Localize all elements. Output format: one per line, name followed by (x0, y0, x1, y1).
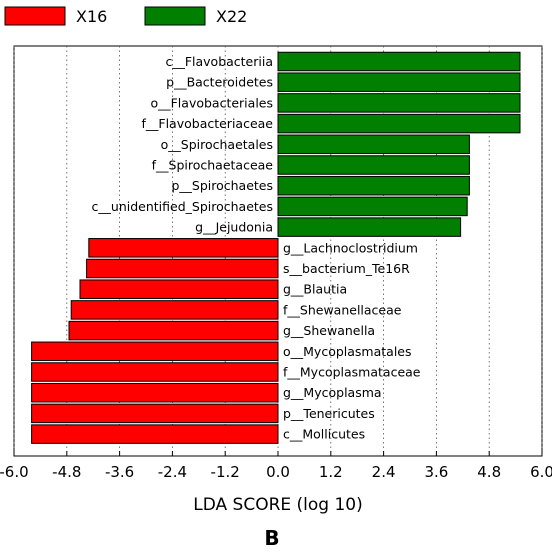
bar-label: o__Spirochaetales (161, 137, 273, 152)
panel-label: B (264, 526, 279, 550)
bar-label: o__Flavobacteriales (150, 95, 273, 110)
bar-label: c__Flavobacteriia (165, 54, 273, 69)
x-tick-label: 0.0 (266, 463, 290, 481)
legend-label-x22: X22 (216, 7, 247, 26)
x-axis-ticks: -6.0 -4.8 -3.6 -2.4 -1.2 0.0 1.2 2.4 3.6 4.8 6.0 (0, 451, 552, 481)
legend-swatch-x16 (4, 6, 66, 26)
bar-x16 (31, 424, 279, 444)
bar-label: s__bacterium_Te16R (283, 261, 410, 276)
bar-x16 (31, 362, 279, 382)
legend: X16 X22 (4, 6, 247, 26)
bar-label: c__Mollicutes (283, 427, 365, 442)
bar-x16 (31, 341, 279, 362)
bar-x22 (277, 217, 462, 237)
bar-label: p__Bacteroidetes (166, 75, 273, 90)
bar-x22 (277, 175, 470, 196)
bar-x22 (277, 72, 521, 92)
bar-label: g__Shewanella (283, 323, 375, 338)
x-tick-label: 6.0 (530, 463, 552, 481)
bar-x22 (277, 93, 521, 113)
x-tick-label: -4.8 (52, 463, 81, 481)
x-tick-label: -6.0 (0, 463, 29, 481)
x-tick-label: 3.6 (424, 463, 448, 481)
bar-label: g__Lachnoclostridium (283, 240, 418, 255)
bar-label: g__Jejudonia (195, 220, 273, 235)
legend-swatch-x22 (144, 6, 206, 26)
bar-label: p__Spirochaetes (171, 178, 273, 193)
bars (31, 51, 521, 444)
bar-x22 (277, 196, 468, 217)
bar-label: c__unidentified_Spirochaetes (92, 199, 273, 214)
x-tick-label: -3.6 (105, 463, 134, 481)
bar-x16 (70, 300, 279, 320)
bar-label: f__Spirochaetaceae (152, 158, 274, 173)
legend-label-x16: X16 (76, 7, 107, 26)
bar-x16 (86, 258, 279, 279)
bar-x22 (277, 51, 521, 72)
bar-x22 (277, 155, 470, 175)
bar-label: g__Blautia (283, 282, 347, 297)
bar-label: f__Mycoplasmataceae (283, 365, 421, 380)
x-tick-label: 2.4 (372, 463, 396, 481)
bar-label: f__Flavobacteriaceae (141, 116, 273, 131)
bar-label: f__Shewanellaceae (283, 302, 402, 317)
bar-x22 (277, 134, 470, 155)
bar-label: p__Tenericutes (283, 406, 375, 421)
x-axis-label: LDA SCORE (log 10) (193, 495, 363, 515)
bar-x16 (68, 320, 279, 341)
bar-label: g__Mycoplasma (283, 385, 382, 400)
bar-x16 (31, 382, 279, 403)
bar-x16 (79, 279, 279, 299)
bar-x16 (88, 238, 279, 258)
bar-x16 (31, 403, 279, 424)
x-tick-label: 4.8 (477, 463, 501, 481)
bar-labels: c__Flavobacteriia p__Bacteroidetes o__Flav… (92, 54, 421, 442)
bar-label: o__Mycoplasmatales (283, 344, 412, 359)
x-tick-label: -1.2 (211, 463, 240, 481)
bar-x22 (277, 113, 521, 134)
x-tick-label: 1.2 (319, 463, 343, 481)
x-tick-label: -2.4 (158, 463, 187, 481)
